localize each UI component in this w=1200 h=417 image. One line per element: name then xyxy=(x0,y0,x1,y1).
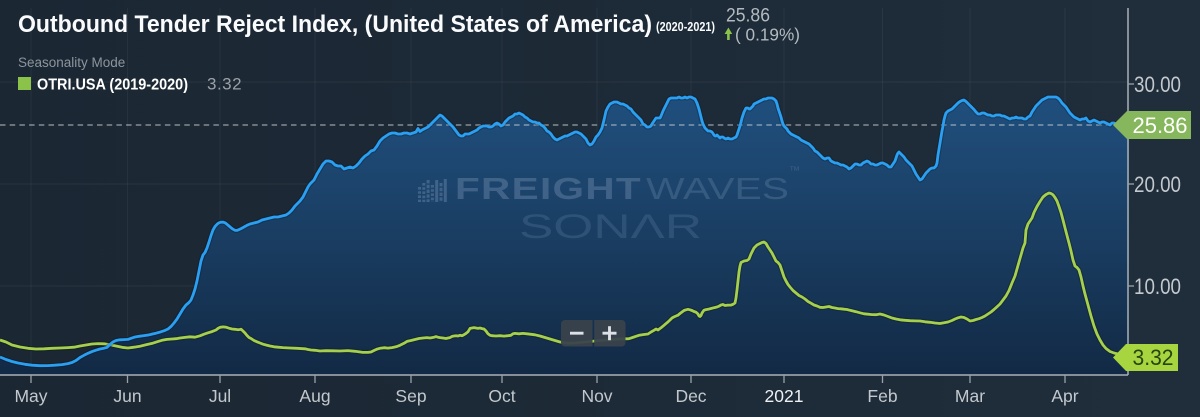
svg-text:Dec: Dec xyxy=(675,386,706,406)
svg-text:FREIGHT: FREIGHT xyxy=(455,171,642,206)
svg-text:3.32: 3.32 xyxy=(1133,345,1174,370)
svg-text:25.86: 25.86 xyxy=(726,5,770,27)
svg-text:Apr: Apr xyxy=(1051,386,1078,406)
svg-text:Oct: Oct xyxy=(488,386,515,406)
svg-text:30.00: 30.00 xyxy=(1134,72,1181,97)
svg-text:(2020-2021): (2020-2021) xyxy=(656,20,715,34)
svg-text:OTRI.USA (2019-2020): OTRI.USA (2019-2020) xyxy=(37,77,188,94)
svg-text:Feb: Feb xyxy=(867,386,897,406)
svg-text:Outbound Tender Reject Index,: Outbound Tender Reject Index, (United St… xyxy=(18,11,652,38)
svg-text:May: May xyxy=(14,386,47,406)
svg-text:25.86: 25.86 xyxy=(1133,113,1188,138)
svg-text:Nov: Nov xyxy=(581,386,612,406)
svg-text:Jul: Jul xyxy=(209,386,231,406)
svg-text:Seasonality Mode: Seasonality Mode xyxy=(18,55,125,70)
svg-text:SONΛR: SONΛR xyxy=(519,208,702,246)
svg-text:™: ™ xyxy=(789,165,800,177)
svg-text:Jun: Jun xyxy=(113,386,141,406)
svg-text:2021: 2021 xyxy=(765,386,804,406)
svg-text:Sep: Sep xyxy=(395,386,426,406)
svg-text:10.00: 10.00 xyxy=(1134,274,1181,299)
svg-text:Aug: Aug xyxy=(299,386,330,406)
svg-text:Mar: Mar xyxy=(955,386,985,406)
svg-text:WAVES: WAVES xyxy=(646,171,789,206)
svg-text:20.00: 20.00 xyxy=(1134,172,1181,197)
svg-text:( 0.19%): ( 0.19%) xyxy=(735,25,800,45)
svg-text:3.32: 3.32 xyxy=(207,75,242,94)
